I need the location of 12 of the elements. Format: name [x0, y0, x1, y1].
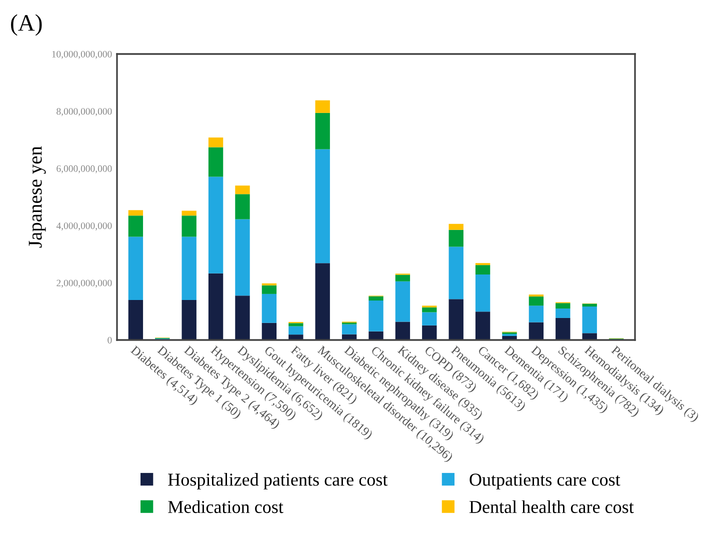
chart-title: (A) [11, 14, 42, 36]
legend-label: Medication cost [168, 500, 284, 514]
y-axis-title: Japanese yen [28, 146, 46, 248]
y-tick-label: 6,000,000,000 [56, 165, 112, 174]
y-tick-label: 10,000,000,000 [52, 50, 112, 59]
legend-label: Outpatients care cost [470, 474, 620, 490]
y-tick-label: 4,000,000,000 [56, 222, 112, 230]
legend-label: Dental health care cost [469, 500, 634, 514]
y-tick-label: 0 [108, 336, 112, 344]
y-tick-label: 8,000,000,000 [56, 108, 112, 116]
legend-label: Hospitalized patients care cost [168, 473, 388, 490]
y-tick-label: 2,000,000,000 [56, 280, 112, 288]
